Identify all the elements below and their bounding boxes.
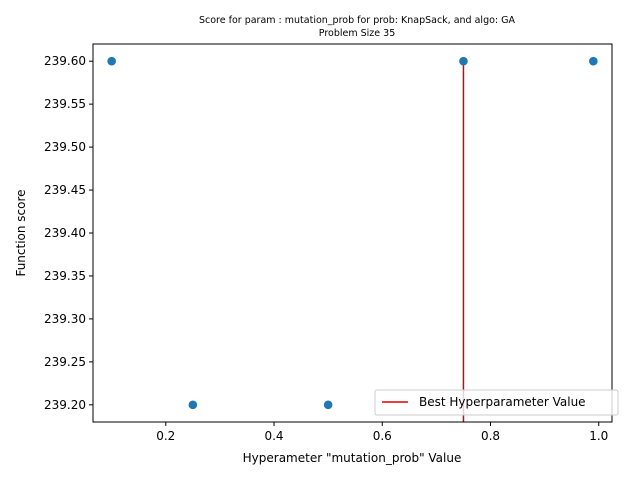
- plot-frame: [92, 43, 613, 423]
- y-tick-label: 239.35: [44, 269, 86, 283]
- y-tick-label: 239.25: [44, 355, 86, 369]
- y-tick-label: 239.45: [44, 183, 86, 197]
- x-tick-label: 0.4: [264, 429, 283, 443]
- scatter-point: [323, 400, 333, 410]
- chart-subtitle: Problem Size 35: [319, 28, 395, 39]
- y-tick-label: 239.40: [44, 226, 86, 240]
- x-tick-label: 0.8: [481, 429, 500, 443]
- chart-title: Score for param : mutation_prob for prob…: [199, 15, 516, 26]
- y-tick-label: 239.30: [44, 312, 86, 326]
- scatter-point: [589, 56, 598, 66]
- y-tick-label: 239.60: [44, 54, 86, 68]
- x-axis-label: Hyperameter "mutation_prob" Value: [243, 451, 462, 465]
- legend: Best Hyperparameter Value: [374, 389, 619, 416]
- plot-area: 0.2 0.4 0.6 0.8 1.0 239.20 239.25 239.30 239.35 2…: [44, 54, 608, 443]
- y-tick-label: 239.20: [44, 398, 86, 412]
- legend-entry-best-hyperparameter: Best Hyperparameter Value: [419, 395, 586, 409]
- x-tick-label: 1.0: [589, 429, 608, 443]
- x-tick-label: 0.2: [156, 429, 175, 443]
- y-axis-label: Function score: [14, 189, 28, 276]
- scatter-point: [107, 56, 116, 66]
- y-tick-label: 239.55: [44, 97, 86, 111]
- x-tick-label: 0.6: [373, 429, 392, 443]
- y-tick-label: 239.50: [44, 140, 86, 154]
- legend-box: [374, 389, 619, 416]
- scatter-point: [459, 56, 468, 66]
- scatter-point: [188, 400, 198, 410]
